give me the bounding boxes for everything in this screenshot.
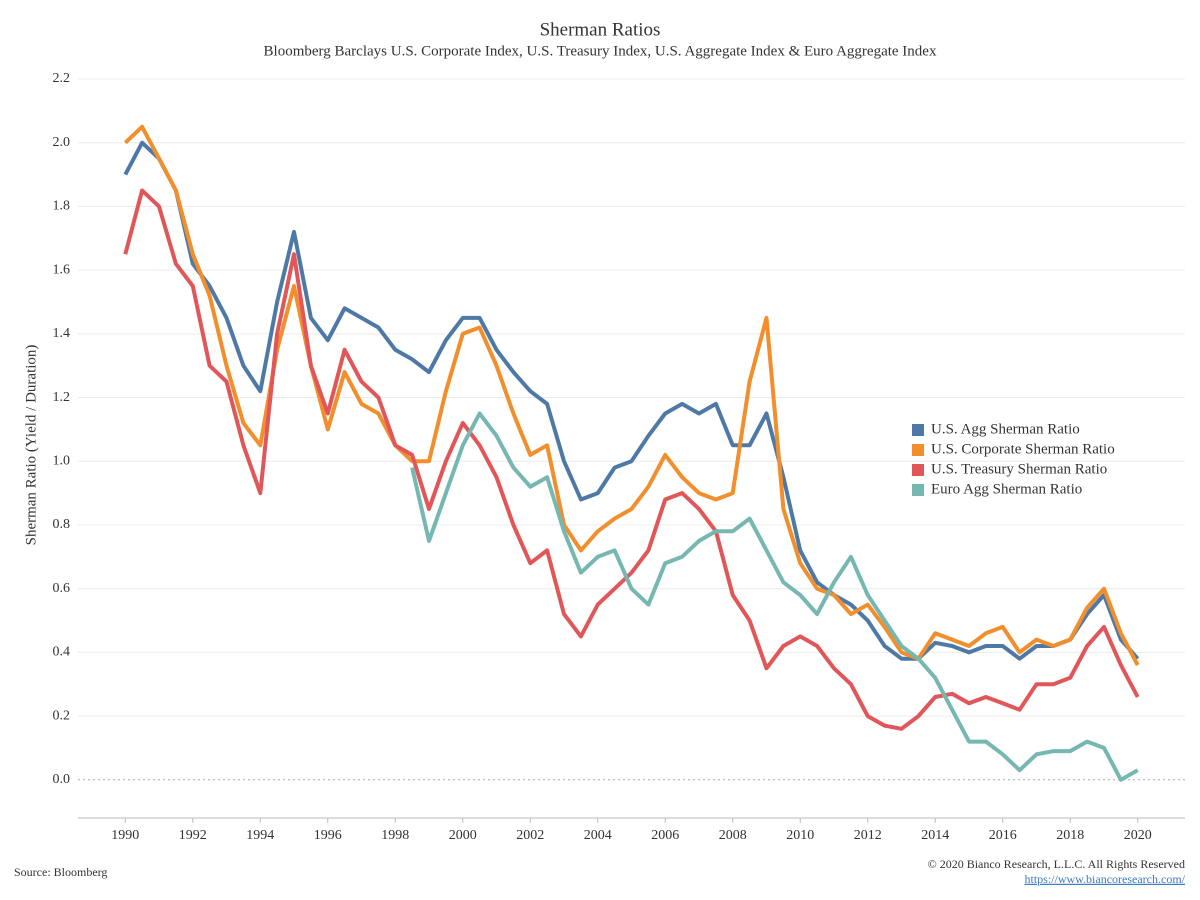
- x-tick-label: 2000: [449, 828, 477, 843]
- y-tick-label: 1.2: [53, 390, 71, 405]
- x-tick-label: 2002: [516, 828, 544, 843]
- x-tick-label: 1994: [246, 828, 274, 843]
- y-tick-label: 0.4: [53, 645, 71, 660]
- series-line: [123, 140, 1140, 661]
- legend-swatch: [912, 484, 924, 496]
- legend-swatch: [912, 424, 924, 436]
- y-tick-label: 0.0: [53, 772, 71, 787]
- series-line: [123, 188, 1140, 731]
- legend-swatch: [912, 464, 924, 476]
- url-link[interactable]: https://www.biancoresearch.com/: [1024, 872, 1185, 886]
- legend-label: Euro Agg Sherman Ratio: [931, 481, 1082, 497]
- x-tick-label: 2006: [651, 828, 679, 843]
- x-tick-label: 1996: [314, 828, 342, 843]
- y-tick-label: 1.6: [53, 262, 71, 277]
- x-tick-label: 1992: [179, 828, 207, 843]
- series-line: [123, 124, 1140, 667]
- x-tick-label: 2010: [786, 828, 814, 843]
- y-tick-label: 0.8: [53, 517, 71, 532]
- x-tick-label: 1998: [381, 828, 409, 843]
- x-tick-label: 2008: [719, 828, 747, 843]
- series-line: [410, 411, 1139, 782]
- y-tick-label: 0.2: [53, 708, 71, 723]
- x-tick-label: 2004: [584, 828, 612, 843]
- y-tick-label: 0.6: [53, 581, 71, 596]
- legend-label: U.S. Agg Sherman Ratio: [931, 421, 1080, 437]
- x-tick-label: 1990: [111, 828, 139, 843]
- x-tick-label: 2012: [854, 828, 882, 843]
- x-tick-label: 2018: [1056, 828, 1084, 843]
- x-tick-label: 2016: [989, 828, 1017, 843]
- y-tick-label: 1.8: [53, 199, 71, 214]
- y-tick-label: 2.2: [53, 71, 71, 86]
- y-axis-label: Sherman Ratio (Yield / Duration): [23, 345, 39, 546]
- y-tick-label: 1.0: [53, 453, 71, 468]
- legend-label: U.S. Corporate Sherman Ratio: [931, 441, 1115, 457]
- legend-label: U.S. Treasury Sherman Ratio: [931, 461, 1107, 477]
- y-tick-label: 2.0: [53, 135, 71, 150]
- x-tick-label: 2014: [921, 828, 949, 843]
- legend-swatch: [912, 444, 924, 456]
- source-note: Source: Bloomberg: [14, 865, 107, 879]
- chart-title: Sherman Ratios: [540, 19, 661, 40]
- x-tick-label: 2020: [1124, 828, 1152, 843]
- copyright: © 2020 Bianco Research, L.L.C. All Right…: [928, 857, 1185, 871]
- y-tick-label: 1.4: [53, 326, 71, 341]
- chart-subtitle: Bloomberg Barclays U.S. Corporate Index,…: [264, 43, 937, 59]
